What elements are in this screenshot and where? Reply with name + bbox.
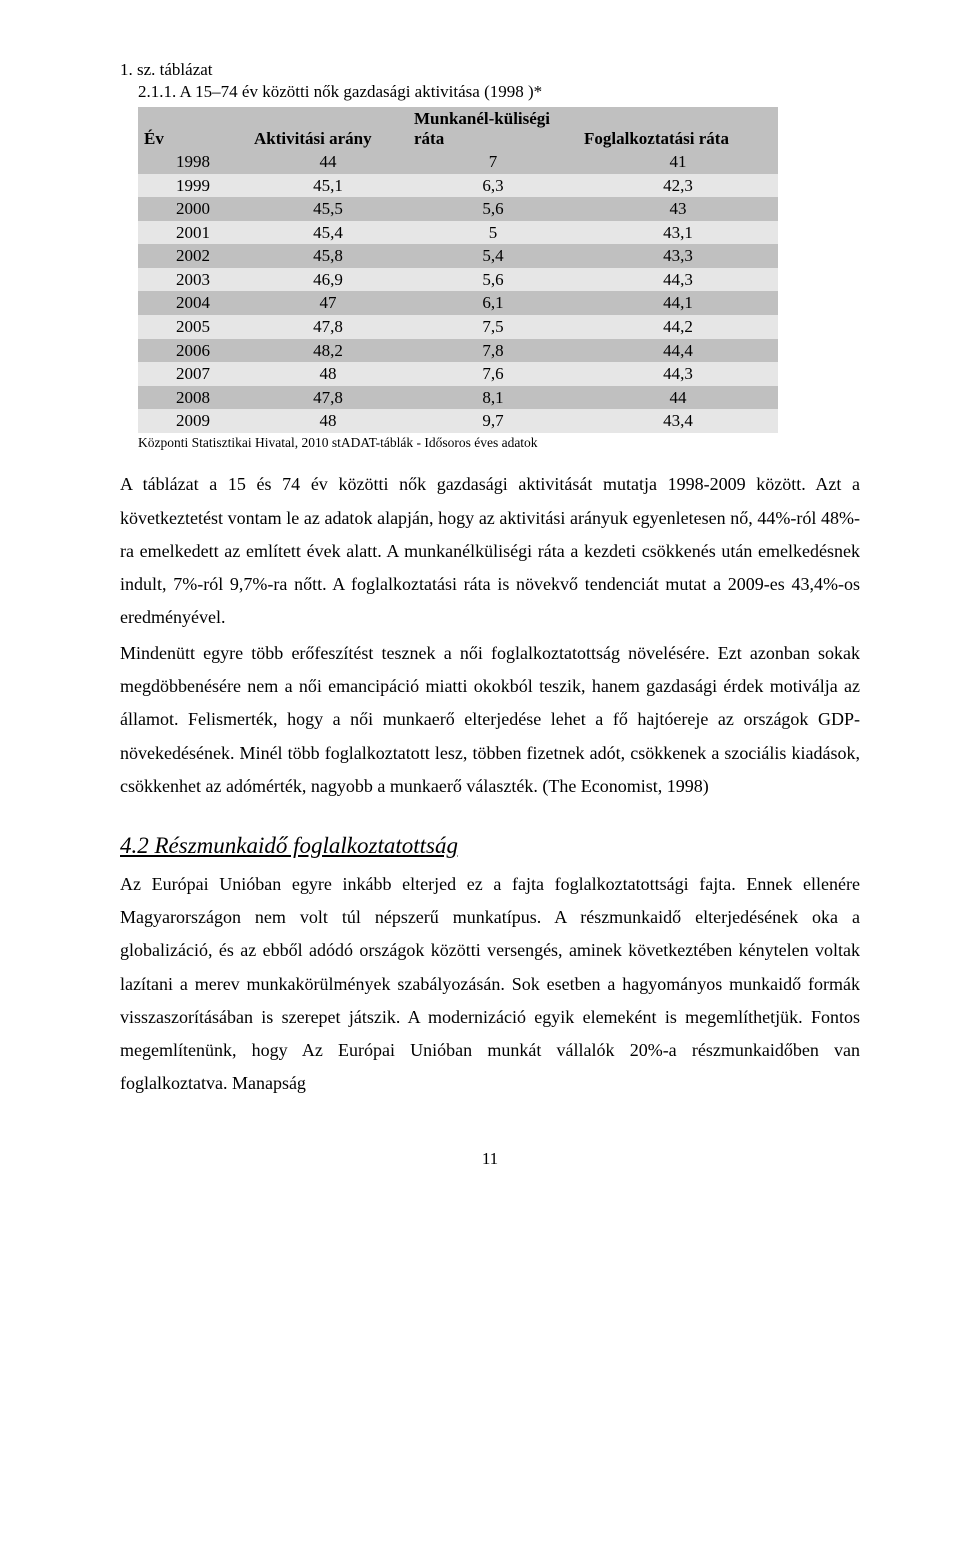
cell-value: 8,1 (408, 386, 578, 410)
cell-value: 45,4 (248, 221, 408, 245)
table-header-row: Év Aktivitási arány Munkanél-küliségi rá… (138, 107, 778, 150)
cell-value: 43,1 (578, 221, 778, 245)
cell-year: 2008 (138, 386, 248, 410)
cell-value: 45,8 (248, 244, 408, 268)
cell-year: 2000 (138, 197, 248, 221)
col-employ: Foglalkoztatási ráta (578, 107, 778, 150)
cell-year: 2009 (138, 409, 248, 433)
paragraph-2: Mindenütt egyre több erőfeszítést teszne… (120, 637, 860, 803)
cell-value: 7 (408, 150, 578, 174)
cell-value: 43 (578, 197, 778, 221)
cell-value: 6,3 (408, 174, 578, 198)
cell-value: 48 (248, 362, 408, 386)
cell-year: 2001 (138, 221, 248, 245)
cell-value: 6,1 (408, 291, 578, 315)
paragraph-3: Az Európai Unióban egyre inkább elterjed… (120, 868, 860, 1101)
table-row: 2009489,743,4 (138, 409, 778, 433)
cell-value: 5,4 (408, 244, 578, 268)
paragraph-1: A táblázat a 15 és 74 év közötti nők gaz… (120, 468, 860, 634)
col-unemp: Munkanél-küliségi ráta (408, 107, 578, 150)
cell-value: 44,1 (578, 291, 778, 315)
cell-year: 2003 (138, 268, 248, 292)
cell-year: 2004 (138, 291, 248, 315)
cell-value: 44 (578, 386, 778, 410)
cell-value: 44,2 (578, 315, 778, 339)
cell-year: 2002 (138, 244, 248, 268)
cell-value: 9,7 (408, 409, 578, 433)
cell-value: 5,6 (408, 268, 578, 292)
cell-value: 45,5 (248, 197, 408, 221)
cell-value: 44,3 (578, 268, 778, 292)
data-table: Év Aktivitási arány Munkanél-küliségi rá… (138, 107, 778, 433)
table-row: 200145,4543,1 (138, 221, 778, 245)
cell-year: 1999 (138, 174, 248, 198)
cell-value: 5,6 (408, 197, 578, 221)
cell-value: 46,9 (248, 268, 408, 292)
cell-value: 47,8 (248, 315, 408, 339)
cell-value: 42,3 (578, 174, 778, 198)
cell-value: 44 (248, 150, 408, 174)
cell-value: 7,5 (408, 315, 578, 339)
cell-year: 2006 (138, 339, 248, 363)
page-number: 11 (120, 1149, 860, 1169)
table-source-note: Központi Statisztikai Hivatal, 2010 stAD… (138, 435, 860, 451)
cell-value: 5 (408, 221, 578, 245)
cell-value: 47,8 (248, 386, 408, 410)
cell-value: 48,2 (248, 339, 408, 363)
cell-value: 45,1 (248, 174, 408, 198)
cell-value: 43,4 (578, 409, 778, 433)
cell-value: 43,3 (578, 244, 778, 268)
section-heading: 4.2 Részmunkaidő foglalkoztatottság (120, 833, 860, 859)
col-activity: Aktivitási arány (248, 107, 408, 150)
cell-value: 7,8 (408, 339, 578, 363)
table-row: 200245,85,443,3 (138, 244, 778, 268)
table-row: 199844741 (138, 150, 778, 174)
cell-value: 47 (248, 291, 408, 315)
cell-year: 2007 (138, 362, 248, 386)
table-row: 200547,87,544,2 (138, 315, 778, 339)
table-row: 2007487,644,3 (138, 362, 778, 386)
cell-year: 1998 (138, 150, 248, 174)
cell-year: 2005 (138, 315, 248, 339)
table-caption: 1. sz. táblázat (120, 60, 860, 80)
table-row: 200847,88,144 (138, 386, 778, 410)
table-row: 200648,27,844,4 (138, 339, 778, 363)
table-row: 200045,55,643 (138, 197, 778, 221)
cell-value: 41 (578, 150, 778, 174)
table-row: 200346,95,644,3 (138, 268, 778, 292)
table-row: 2004476,144,1 (138, 291, 778, 315)
col-year: Év (138, 107, 248, 150)
cell-value: 44,3 (578, 362, 778, 386)
cell-value: 44,4 (578, 339, 778, 363)
cell-value: 7,6 (408, 362, 578, 386)
cell-value: 48 (248, 409, 408, 433)
table-row: 199945,16,342,3 (138, 174, 778, 198)
table-title: 2.1.1. A 15–74 év közötti nők gazdasági … (120, 82, 860, 102)
